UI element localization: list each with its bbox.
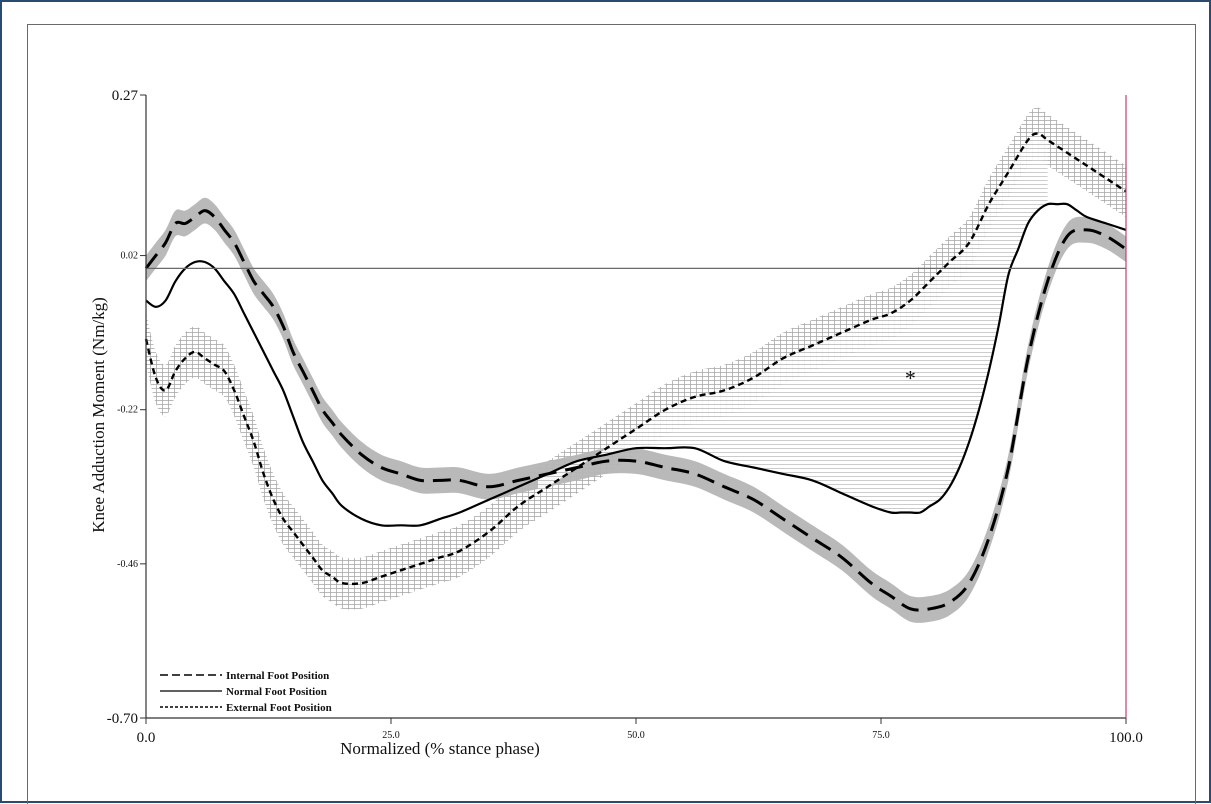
- x-tick-label: 75.0: [872, 730, 890, 741]
- series-lines: [144, 132, 1127, 612]
- axes: 0.27 0.02 -0.22 -0.46 -0.70 0.0 25.0 50.0 75.0 10…: [107, 88, 1143, 746]
- y-axis-title: Knee Adduction Moment (Nm/kg): [89, 297, 108, 533]
- legend-label-external-foot-position: External Foot Position: [226, 702, 332, 714]
- figure-inner-border: [27, 24, 1196, 804]
- y-tick-label: -0.22: [117, 405, 138, 416]
- series-line-external-foot-position: [144, 132, 1127, 586]
- legend: Internal Foot Position Normal Foot Positi…: [160, 670, 332, 714]
- x-tick-label: 0.0: [137, 730, 156, 746]
- y-tick-label: -0.70: [107, 711, 138, 727]
- y-tick-label: -0.46: [117, 559, 138, 570]
- variance-bands: [146, 107, 1126, 623]
- legend-label-internal-foot-position: Internal Foot Position: [226, 670, 329, 682]
- significance-annotation: *: [905, 366, 916, 391]
- x-tick-label: 100.0: [1109, 730, 1143, 746]
- legend-label-normal-foot-position: Normal Foot Position: [226, 686, 327, 698]
- x-axis-title: Normalized (% stance phase): [340, 739, 540, 758]
- x-tick-label: 25.0: [382, 730, 400, 741]
- y-tick-label: 0.27: [112, 88, 139, 104]
- series-line-normal-foot-position: [145, 202, 1127, 527]
- difference-region: [538, 133, 1048, 513]
- x-tick-label: 50.0: [627, 730, 645, 741]
- series-line-internal-foot-position: [144, 209, 1127, 612]
- y-tick-label: 0.02: [121, 251, 139, 262]
